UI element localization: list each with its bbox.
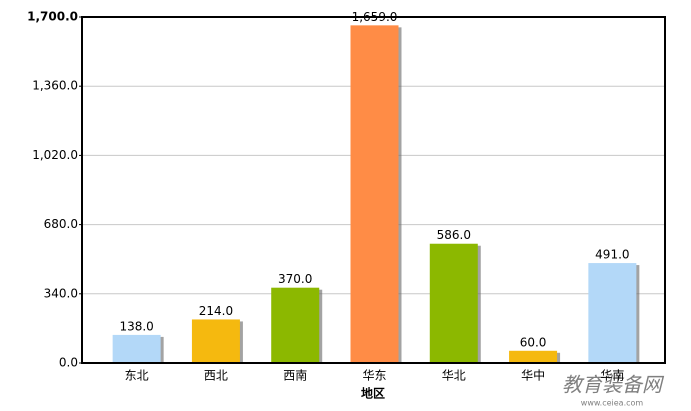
bar: [112, 334, 161, 363]
x-tick-label: 华北: [442, 369, 466, 383]
value-label: 370.0: [278, 272, 312, 286]
watermark: 教育装备网: [562, 373, 665, 397]
bar: [588, 263, 637, 363]
value-label: 586.0: [437, 228, 471, 242]
bar: [191, 319, 240, 363]
bar: [429, 243, 478, 363]
x-tick-label: 华中: [521, 368, 545, 383]
bar: [350, 25, 399, 364]
x-tick-label: 东北: [125, 369, 149, 383]
y-tick-label: 340.0: [44, 286, 78, 300]
x-tick-label: 西北: [204, 369, 228, 383]
x-tick-label: 华南: [600, 368, 624, 383]
value-label: 138.0: [119, 319, 153, 333]
plot-frame: [81, 16, 666, 364]
x-tick-label: 西南: [283, 368, 307, 383]
y-tick-label: 1,020.0: [32, 148, 78, 162]
watermark-url: www.ceiea.com: [581, 399, 644, 408]
y-tick-label: 1,360.0: [32, 79, 78, 93]
bar: [509, 350, 558, 363]
bar: [271, 287, 320, 363]
y-tick-label: 680.0: [44, 217, 78, 231]
y-tick-label: 1,700.0: [27, 10, 78, 24]
value-label: 214.0: [199, 304, 233, 318]
y-tick-label: 0.0: [59, 356, 78, 370]
value-label: 491.0: [595, 248, 629, 262]
x-tick-label: 华东: [362, 369, 386, 383]
value-label: 60.0: [520, 335, 547, 349]
x-axis-label: 地区: [361, 386, 385, 401]
